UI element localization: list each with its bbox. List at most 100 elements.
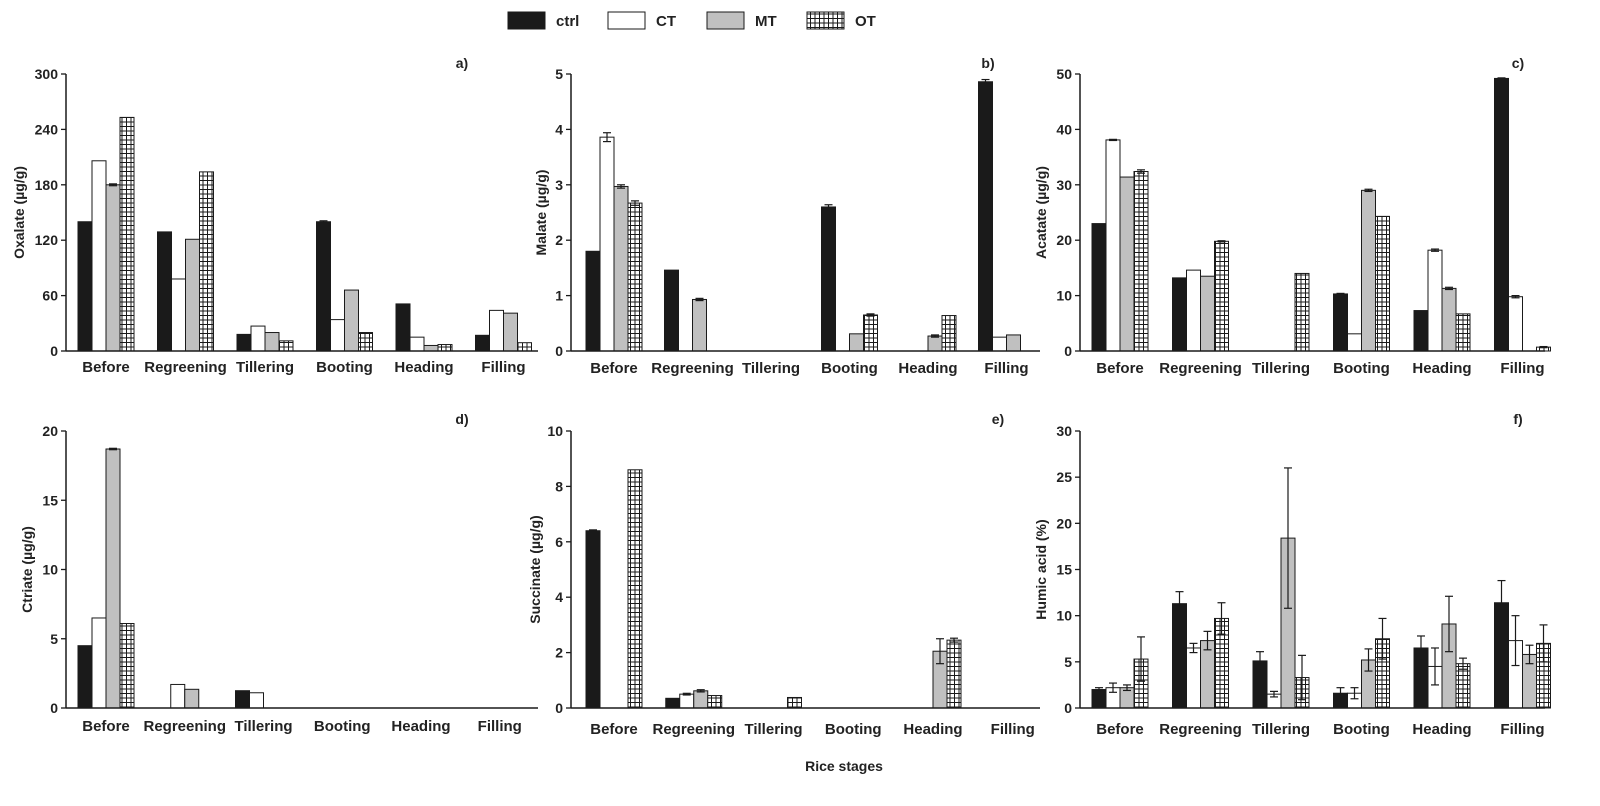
panel-e-bar-ct-regreening (679, 693, 695, 709)
panel-d-ytick-label-15: 15 (42, 492, 58, 508)
panel-f-errorbar-ot-booting (1378, 617, 1387, 660)
shared-x-axis-title: Rice stages (805, 758, 883, 774)
legend-item-ct: CT (607, 11, 676, 30)
panel-b-category-regreening: Regreening (651, 360, 734, 377)
panel-e-errorbar-ct-regreening (682, 692, 691, 696)
panel-c-bar-ot-heading (1455, 313, 1471, 352)
legend-swatch-ot (806, 11, 845, 30)
panel-e-bar-ot-tillering (787, 696, 802, 709)
panel-c-ytick-label-50: 50 (1056, 66, 1072, 82)
panel-c-ytick-label-30: 30 (1056, 177, 1072, 193)
panel-d-category-heading: Heading (391, 718, 450, 735)
legend-item-mt: MT (706, 11, 777, 30)
panel-b-errorbar-ctrl-booting (824, 204, 833, 210)
panel-c-errorbar-mt-booting (1364, 188, 1373, 193)
panel-a-ytick-label-240: 240 (35, 121, 59, 137)
panel-f-category-before: Before (1096, 721, 1144, 738)
panel-c-category-tillering: Tillering (1252, 360, 1310, 377)
panel-f-errorbar-mt-filling (1525, 644, 1534, 665)
panel-b-bar-mt-regreening (692, 298, 707, 352)
panel-b-errorbar-mt-before (617, 184, 625, 189)
panel-e-bar-ctrl-regreening (665, 697, 681, 709)
panel-a-ytick-label-300: 300 (35, 66, 59, 82)
panel-b-ytick-label-0: 0 (555, 343, 563, 359)
panel-a-bar-mt-booting (344, 289, 359, 352)
panel-c-errorbar-ot-filling (1539, 345, 1548, 349)
panel-e-category-regreening: Regreening (652, 721, 735, 738)
panel-c-bar-ctrl-regreening (1172, 277, 1187, 352)
panel-f-ytick-label-15: 15 (1056, 562, 1072, 578)
panel-d-bar-ctrl-tillering (235, 690, 250, 709)
panel-b-bar-mt-before (613, 185, 629, 352)
panel-c-bar-ot-tillering (1294, 272, 1310, 352)
panel-a-bar-ctrl-heading (395, 303, 411, 352)
panel-f-errorbar-ct-tillering (1270, 690, 1278, 698)
legend-label-ct: CT (656, 13, 676, 30)
panel-b-bar-ct-before (599, 136, 615, 352)
panel-f-errorbar-mt-tillering (1284, 467, 1292, 609)
panel-b-errorbar-ot-booting (866, 313, 875, 317)
panel-f-ytick-label-0: 0 (1064, 700, 1072, 716)
panel-d-label: d) (455, 411, 468, 427)
panel-a-bar-ct-tillering (250, 325, 266, 352)
panel-a: 0 60 120 180 240 300 Before Regreening Tillering… (11, 55, 538, 376)
panel-b-errorbar-mt-regreening (695, 297, 704, 302)
panel-d-category-tillering: Tillering (234, 718, 292, 735)
panel-a-bar-mt-heading (423, 344, 439, 352)
panel-f-bar-ct-regreening (1186, 647, 1201, 709)
panel-c-bar-ot-regreening (1214, 240, 1229, 352)
panel-f-category-tillering: Tillering (1252, 721, 1310, 738)
panel-c-ytick-label-20: 20 (1056, 232, 1072, 248)
panel-c-y-axis-title: Acatate (µg/g) (1033, 166, 1049, 259)
panel-f-errorbar-ctrl-filling (1497, 579, 1506, 626)
panel-d: 0 5 10 15 20 Before Regreening Tillering Booting… (19, 411, 538, 735)
legend-swatch-ctrl (507, 11, 546, 30)
panel-f-bar-ot-heading (1455, 663, 1471, 709)
panel-e: 0 2 4 6 8 10 Before Regreening Tillering Booting H… (527, 411, 1040, 738)
panel-b-ytick-label-5: 5 (555, 66, 563, 82)
panel-b-bar-mt-filling (1006, 334, 1021, 352)
panel-c-ytick-label-40: 40 (1056, 121, 1072, 137)
panel-a-bar-mt-before (105, 184, 121, 352)
panel-f-errorbar-mt-before (1123, 684, 1131, 692)
panel-b-errorbar-mt-heading (931, 334, 939, 338)
panel-b-bar-mt-heading (927, 335, 943, 352)
panel-a-bar-ctrl-booting (316, 221, 331, 352)
panel-d-bar-mt-regreening (184, 688, 200, 709)
panel-c-ytick-label-0: 0 (1064, 343, 1072, 359)
panel-c-bar-ctrl-heading (1413, 310, 1429, 352)
legend-label-mt: MT (755, 13, 777, 30)
panel-b-bar-ctrl-booting (821, 206, 836, 352)
panel-a-bar-ot-before (119, 116, 135, 352)
panel-a-bar-ctrl-before (77, 221, 93, 352)
panel-a-bar-ct-booting (330, 319, 345, 352)
panel-f-errorbar-ot-filling (1539, 624, 1548, 663)
panel-f-errorbar-ot-before (1137, 636, 1145, 682)
panel-b-y-axis-title: Malate (µg/g) (533, 170, 549, 256)
panel-b-bar-ctrl-filling (978, 81, 993, 352)
panel-c-errorbar-ct-before (1109, 138, 1117, 142)
panel-f-errorbar-ct-booting (1350, 687, 1359, 700)
panel-e-errorbar-ctrl-before (589, 529, 597, 533)
panel-f-bar-ctrl-regreening (1172, 603, 1187, 709)
panel-a-bar-ctrl-regreening (157, 231, 172, 352)
panel-a-ytick-label-120: 120 (35, 232, 59, 248)
panel-a-bar-mt-filling (503, 312, 518, 352)
panel-a-ytick-label-60: 60 (42, 288, 58, 304)
panel-f-errorbar-ot-tillering (1298, 654, 1306, 701)
panel-a-bar-ot-filling (517, 342, 532, 352)
panel-b-bar-mt-booting (849, 333, 864, 352)
panel-b-category-before: Before (590, 360, 638, 377)
panel-a-bar-mt-tillering (264, 332, 280, 352)
panel-f-ytick-label-30: 30 (1056, 423, 1072, 439)
panel-e-bar-ot-regreening (707, 695, 723, 709)
panel-f-category-regreening: Regreening (1159, 721, 1242, 738)
panel-f-errorbar-ot-heading (1459, 657, 1467, 670)
panel-d-bar-ct-before (91, 617, 107, 709)
panel-a-category-before: Before (82, 359, 130, 376)
panel-a-label: a) (456, 55, 468, 71)
panel-e-y-axis-title: Succinate (µg/g) (527, 515, 543, 623)
panel-b-category-filling: Filling (984, 360, 1028, 377)
panel-c-errorbar-ct-heading (1431, 248, 1439, 252)
